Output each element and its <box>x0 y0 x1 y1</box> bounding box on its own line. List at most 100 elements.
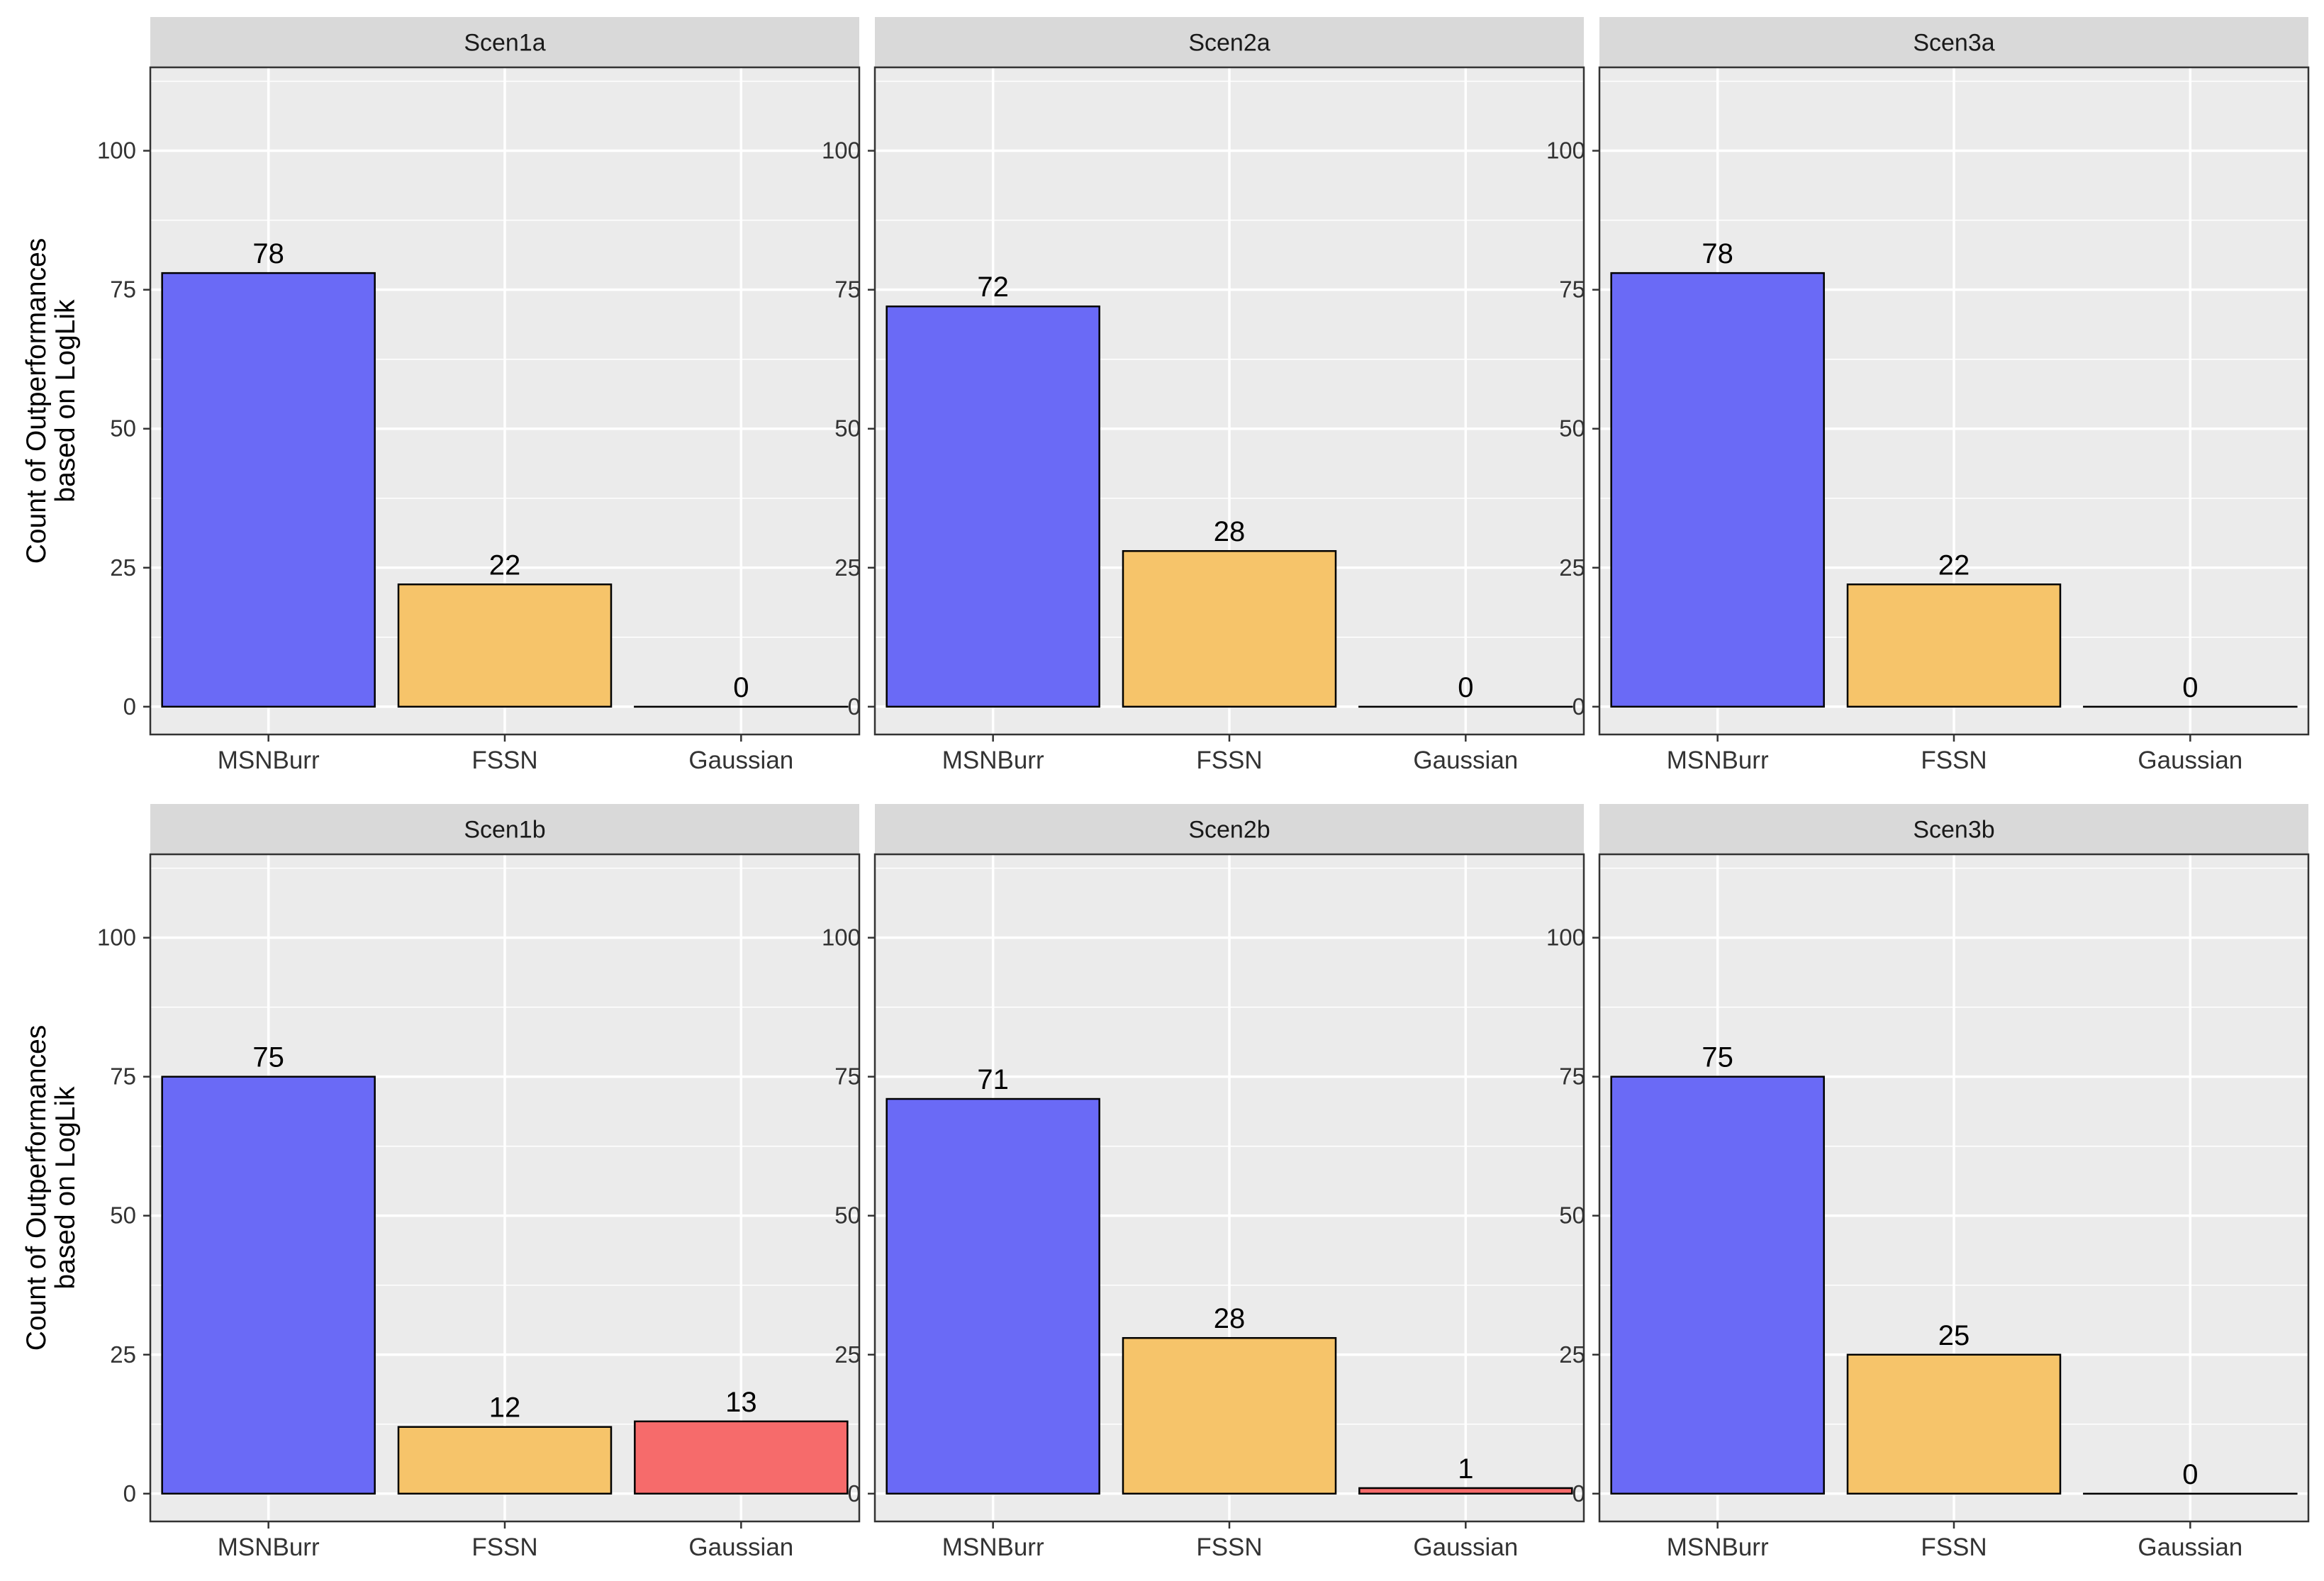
y-axis-label-line: Count of Outperformances <box>21 1025 52 1351</box>
y-tick-label: 75 <box>1559 276 1585 303</box>
value-label-scen3a-fssn: 22 <box>1938 549 1970 581</box>
value-label-scen2b-fssn: 28 <box>1214 1303 1246 1334</box>
y-tick-label: 0 <box>848 1480 861 1507</box>
panel-scen1a: Scen1a 78 22 0 0 25 50 75 100 MSNBurr FSSN Gaussian <box>97 17 861 774</box>
bar-scen1b-fssn <box>397 1426 613 1495</box>
y-tick-label: 0 <box>1572 693 1585 720</box>
y-tick-label: 0 <box>123 1480 136 1507</box>
bar-scen1b-gaussian <box>634 1420 849 1495</box>
x-tick-label-fssn: FSSN <box>1921 1533 1987 1561</box>
value-label-scen3b-gaussian: 0 <box>2182 1459 2198 1490</box>
y-tick-label: 0 <box>123 693 136 720</box>
y-tick-label: 75 <box>834 276 861 303</box>
y-tick-label: 75 <box>110 276 136 303</box>
bar-scen3a-fssn <box>1846 583 2062 708</box>
strip-scen1b <box>150 804 859 854</box>
value-label-scen2a-fssn: 28 <box>1214 516 1246 547</box>
strip-title-scen3a: Scen3a <box>1913 30 1994 57</box>
x-tick-label-gaussian: Gaussian <box>2138 1533 2242 1561</box>
strip-title-scen1b: Scen1b <box>464 817 545 844</box>
strip-scen2b <box>875 804 1584 854</box>
value-label-scen1a-msnburr: 78 <box>252 238 284 269</box>
x-tick-label-msnburr: MSNBurr <box>218 747 320 774</box>
y-tick-label: 75 <box>110 1063 136 1090</box>
y-axis-labels: Count of Outperformancesbased on LogLikC… <box>21 238 81 1351</box>
y-tick-label: 0 <box>1572 1480 1585 1507</box>
bar-scen3a-msnburr <box>1610 272 1825 708</box>
bar-scen2a-fssn <box>1122 549 1337 708</box>
value-label-scen2a-msnburr: 72 <box>977 272 1009 303</box>
value-label-scen1b-msnburr: 75 <box>252 1042 284 1073</box>
y-tick-label: 50 <box>1559 415 1585 442</box>
y-tick-label: 75 <box>834 1063 861 1090</box>
x-tick-label-gaussian: Gaussian <box>688 747 793 774</box>
x-tick-label-fssn: FSSN <box>471 747 537 774</box>
y-axis-label: Count of Outperformancesbased on LogLik <box>21 238 81 564</box>
x-tick-label-gaussian: Gaussian <box>688 1533 793 1561</box>
x-tick-label-msnburr: MSNBurr <box>942 1533 1044 1561</box>
value-label-scen2b-gaussian: 1 <box>1458 1453 1473 1485</box>
y-tick-label: 100 <box>97 138 136 164</box>
x-tick-label-msnburr: MSNBurr <box>1667 1533 1769 1561</box>
bar-scen2b-msnburr <box>886 1097 1100 1495</box>
value-label-scen3b-fssn: 25 <box>1938 1320 1970 1351</box>
y-tick-label: 100 <box>822 924 861 951</box>
x-tick-label-fssn: FSSN <box>1921 747 1987 774</box>
bar-scen3b-msnburr <box>1610 1076 1825 1495</box>
x-tick-label-gaussian: Gaussian <box>1413 1533 1518 1561</box>
value-label-scen3b-msnburr: 75 <box>1702 1042 1733 1073</box>
value-label-scen1a-fssn: 22 <box>489 549 521 581</box>
x-tick-label-msnburr: MSNBurr <box>218 1533 320 1561</box>
y-tick-label: 100 <box>1546 924 1585 951</box>
y-tick-label: 25 <box>1559 1341 1585 1368</box>
y-tick-label: 50 <box>110 415 136 442</box>
x-tick-label-fssn: FSSN <box>471 1533 537 1561</box>
x-tick-label-gaussian: Gaussian <box>2138 747 2242 774</box>
y-tick-label: 50 <box>834 1202 861 1229</box>
panel-scen2a: Scen2a 72 28 0 0 25 50 75 100 MSNBurr FSSN Gaussian <box>822 17 1585 774</box>
panel-scen2b: Scen2b 71 28 1 0 25 50 75 100 MSNBurr FSSN Gaussian <box>822 804 1585 1561</box>
value-label-scen1a-gaussian: 0 <box>733 672 749 703</box>
y-tick-label: 75 <box>1559 1063 1585 1090</box>
y-tick-label: 100 <box>97 924 136 951</box>
panel-scen3a: Scen3a 78 22 0 0 25 50 75 100 MSNBurr FSSN Gaussian <box>1546 17 2310 774</box>
strip-scen3b <box>1599 804 2308 854</box>
y-tick-label: 50 <box>834 415 861 442</box>
x-tick-label-fssn: FSSN <box>1196 747 1262 774</box>
y-tick-label: 0 <box>848 693 861 720</box>
value-label-scen3a-gaussian: 0 <box>2182 672 2198 703</box>
y-tick-label: 25 <box>110 554 136 581</box>
y-tick-label: 50 <box>110 1202 136 1229</box>
y-axis-label: Count of Outperformancesbased on LogLik <box>21 1025 81 1351</box>
bar-scen3b-fssn <box>1846 1353 2062 1495</box>
strip-title-scen3b: Scen3b <box>1913 817 1994 844</box>
strip-title-scen2b: Scen2b <box>1188 817 1270 844</box>
strip-scen3a <box>1599 17 2308 67</box>
y-tick-label: 25 <box>1559 554 1585 581</box>
strip-scen2a <box>875 17 1584 67</box>
y-axis-label-line: based on LogLik <box>50 299 81 503</box>
bar-scen2b-fssn <box>1122 1336 1337 1495</box>
value-label-scen1b-gaussian: 13 <box>725 1387 757 1418</box>
y-tick-label: 50 <box>1559 1202 1585 1229</box>
panel-scen3b: Scen3b 75 25 0 0 25 50 75 100 MSNBurr FSSN Gaussian <box>1546 804 2310 1561</box>
y-axis-label-line: Count of Outperformances <box>21 238 52 564</box>
bar-scen1a-msnburr <box>161 272 376 708</box>
x-tick-label-msnburr: MSNBurr <box>942 747 1044 774</box>
value-label-scen3a-msnburr: 78 <box>1702 238 1733 269</box>
strip-scen1a <box>150 17 859 67</box>
x-tick-label-fssn: FSSN <box>1196 1533 1262 1561</box>
bar-scen1b-msnburr <box>161 1076 376 1495</box>
y-tick-label: 25 <box>834 554 861 581</box>
value-label-scen1b-fssn: 12 <box>489 1392 521 1424</box>
x-tick-label-gaussian: Gaussian <box>1413 747 1518 774</box>
bar-scen2b-gaussian <box>1358 1487 1573 1495</box>
y-axis-label-line: based on LogLik <box>50 1086 81 1290</box>
x-tick-label-msnburr: MSNBurr <box>1667 747 1769 774</box>
bar-scen2a-msnburr <box>886 305 1100 708</box>
strip-title-scen1a: Scen1a <box>464 30 545 57</box>
bar-scen1a-fssn <box>397 583 613 708</box>
value-label-scen2a-gaussian: 0 <box>1458 672 1473 703</box>
